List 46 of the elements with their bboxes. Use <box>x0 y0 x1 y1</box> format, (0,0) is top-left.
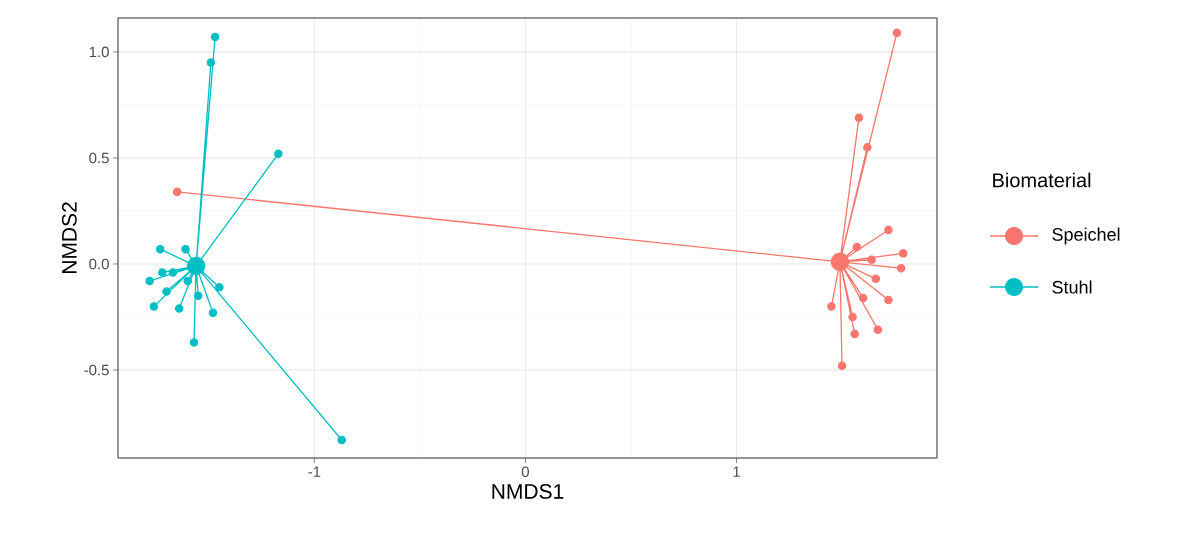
point <box>183 276 192 286</box>
point <box>155 244 165 254</box>
point <box>884 225 893 235</box>
point <box>827 302 836 311</box>
point <box>149 302 159 311</box>
point <box>863 143 872 152</box>
point <box>158 268 167 277</box>
point <box>837 361 847 371</box>
point <box>181 244 190 254</box>
y-axis-title: NMDS2 <box>61 202 77 274</box>
point <box>854 113 864 122</box>
point <box>193 291 203 301</box>
x-tick-label: 0 <box>521 466 529 478</box>
point <box>850 329 859 339</box>
x-tick-label: 1 <box>733 466 740 477</box>
point <box>848 312 857 322</box>
point <box>145 276 154 286</box>
legend-label: Speichel <box>1052 227 1120 245</box>
point <box>898 249 908 258</box>
point <box>162 287 171 296</box>
point <box>884 295 893 305</box>
point <box>871 274 881 284</box>
point <box>189 338 199 347</box>
point <box>168 268 178 277</box>
x-tick-label: -1 <box>308 466 321 477</box>
y-tick-label: 1.0 <box>89 46 109 58</box>
point <box>210 32 220 42</box>
point <box>337 435 346 445</box>
point <box>208 308 218 317</box>
point <box>858 293 868 303</box>
point <box>896 263 906 273</box>
point <box>172 187 182 197</box>
x-axis-title: NMDS1 <box>492 483 564 499</box>
y-tick-label: 0.0 <box>89 258 109 270</box>
point <box>174 304 184 313</box>
legend-title: Biomaterial <box>993 172 1091 188</box>
point <box>892 28 902 38</box>
point <box>867 255 876 264</box>
point <box>274 149 283 158</box>
point <box>206 58 216 67</box>
legend-label: Stuhl <box>1052 280 1092 294</box>
y-tick-label: 0.5 <box>89 152 109 164</box>
point <box>215 283 224 292</box>
point <box>852 242 862 252</box>
point <box>873 325 883 334</box>
y-tick-label: -0.5 <box>84 364 109 376</box>
